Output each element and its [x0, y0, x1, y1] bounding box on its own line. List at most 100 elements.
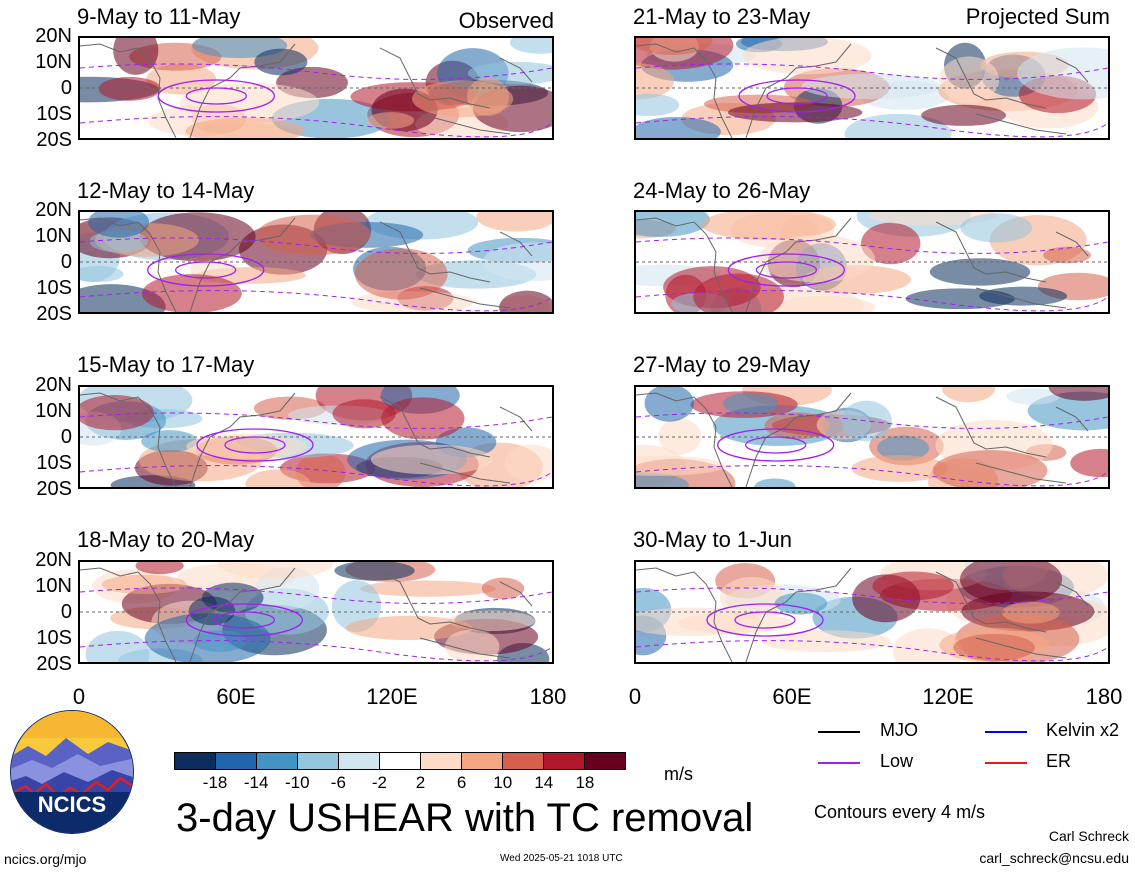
- colorbar-units: m/s: [664, 764, 693, 784]
- low-contour-negative: [80, 587, 552, 662]
- panel-title: 15-May to 17-May: [77, 352, 255, 377]
- coastline: [80, 567, 533, 662]
- shear-shading: [801, 73, 941, 100]
- panel-tag: Projected Sum: [965, 4, 1110, 29]
- legend-label: MJO: [880, 720, 918, 740]
- shear-shading: [742, 38, 872, 75]
- lon-label: 0: [628, 684, 642, 709]
- coastline: [80, 43, 533, 138]
- panel-title: 27-May to 29-May: [633, 352, 811, 377]
- low-contour: [738, 79, 856, 113]
- lat-label: 10N: [35, 400, 72, 422]
- shear-shading: [1043, 246, 1091, 264]
- panel-title: 9-May to 11-May: [77, 4, 241, 29]
- lat-label: 20S: [36, 129, 72, 151]
- colorbar-swatch: [585, 753, 625, 769]
- shear-shading: [872, 571, 954, 601]
- lon-label: 60E: [772, 684, 812, 709]
- colorbar-tick: 6: [456, 773, 467, 792]
- shear-shading: [113, 38, 159, 75]
- shear-shading: [217, 562, 334, 579]
- colorbar-tick: -18: [202, 773, 228, 792]
- lat-label: 0: [60, 426, 72, 448]
- shear-shading: [942, 387, 996, 403]
- shear-shading: [101, 574, 187, 595]
- low-contour: [224, 436, 286, 454]
- shear-shading: [332, 399, 396, 429]
- lon-label: 60E: [216, 684, 256, 709]
- low-contour-negative: [80, 63, 552, 138]
- lat-label: 20S: [36, 653, 72, 675]
- shear-shading: [370, 444, 494, 475]
- colorbar-swatch: [544, 753, 585, 769]
- legend-label: Kelvin x2: [1046, 720, 1120, 740]
- map-panel: [634, 385, 1110, 489]
- shear-shading: [636, 607, 761, 637]
- low-legend-line: [818, 762, 860, 764]
- colorbar-tick: -2: [371, 773, 388, 792]
- lat-label: 10S: [36, 277, 72, 299]
- shear-shading: [876, 435, 929, 461]
- panel-title: 24-May to 26-May: [633, 178, 811, 203]
- shear-shading: [757, 235, 876, 283]
- low-contour-negative: [80, 237, 552, 312]
- lat-label: 0: [60, 601, 72, 623]
- shear-shading: [719, 576, 784, 619]
- panel-title: 12-May to 14-May: [77, 178, 255, 203]
- shear-shading: [773, 295, 876, 312]
- colorbar-tick: -10: [284, 773, 310, 792]
- panel-title: 21-May to 23-May: [633, 4, 811, 29]
- shear-shading: [141, 274, 242, 312]
- low-contour: [175, 261, 237, 279]
- kelvin-legend-line: [985, 731, 1027, 733]
- low-contour: [734, 611, 796, 629]
- low-contour-negative: [636, 412, 1108, 487]
- low-contour: [766, 87, 828, 105]
- panel-title: 18-May to 20-May: [77, 527, 255, 552]
- colorbar-tick: -14: [243, 773, 269, 792]
- shear-shading: [499, 290, 552, 312]
- shear-shading: [693, 273, 784, 312]
- shear-shading: [80, 265, 124, 283]
- map-panel: [78, 560, 554, 664]
- shear-shading: [1017, 47, 1108, 100]
- shear-shading: [861, 222, 921, 265]
- coastline: [636, 217, 1089, 312]
- low-contour: [147, 253, 265, 287]
- map-panel: [634, 210, 1110, 314]
- lat-label: 10N: [35, 225, 72, 247]
- map-panel: [634, 36, 1110, 140]
- low-contour: [727, 253, 845, 287]
- lat-label: 10N: [35, 575, 72, 597]
- shear-shading: [185, 117, 305, 138]
- footer-timestamp: Wed 2025-05-21 1018 UTC: [500, 853, 623, 864]
- shear-shading: [85, 630, 150, 662]
- lat-label: 10S: [36, 452, 72, 474]
- shear-shading: [354, 248, 448, 300]
- lat-label: 20N: [35, 374, 72, 396]
- shear-shading: [476, 212, 552, 232]
- shear-shading: [953, 633, 1036, 662]
- shear-shading: [509, 38, 552, 54]
- colorbar-swatch: [339, 753, 380, 769]
- colorbar-swatch: [462, 753, 503, 769]
- shear-shading: [979, 286, 1068, 306]
- shear-shading: [844, 113, 952, 138]
- shear-shading: [334, 562, 415, 581]
- shear-shading: [146, 63, 217, 95]
- shear-shading: [636, 116, 721, 138]
- shear-shading: [761, 630, 891, 653]
- shear-shading: [636, 63, 674, 100]
- contour-note: Contours every 4 m/s: [814, 802, 986, 822]
- colorbar: [174, 752, 626, 770]
- coastline: [636, 567, 1089, 662]
- shear-shading: [644, 387, 695, 422]
- low-contour: [196, 428, 314, 462]
- lat-label: 10N: [35, 51, 72, 73]
- shear-shading: [921, 104, 1006, 126]
- shear-shading: [360, 580, 496, 597]
- shear-shading: [482, 242, 552, 281]
- low-contour: [745, 436, 807, 454]
- shear-shading: [444, 629, 500, 662]
